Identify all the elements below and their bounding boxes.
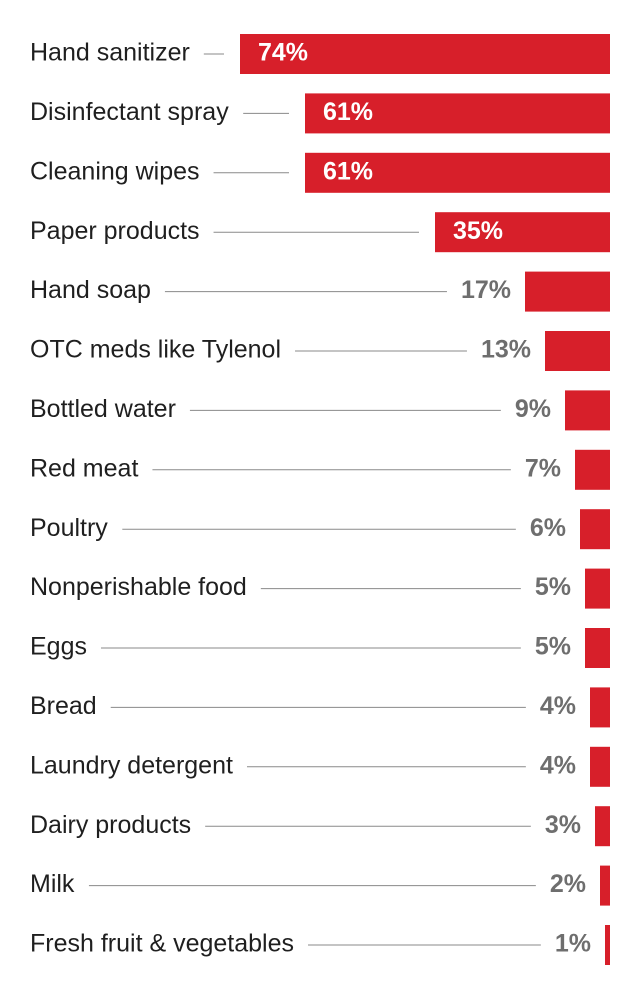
bar-row: Bottled water 9% xyxy=(30,390,610,431)
category-label: Hand sanitizer xyxy=(30,39,190,67)
bar xyxy=(605,925,610,965)
bar-row: Fresh fruit & vegetables 1% xyxy=(30,925,610,965)
value-label: 13% xyxy=(481,336,531,364)
category-label: Eggs xyxy=(30,633,87,661)
bar xyxy=(305,152,610,193)
bar xyxy=(525,271,610,312)
value-label: 2% xyxy=(550,870,586,898)
value-label: 1% xyxy=(555,930,591,958)
bar-row: OTC meds like Tylenol 13% xyxy=(30,331,610,371)
bar-row: Disinfectant spray 61% xyxy=(30,93,610,134)
bar xyxy=(435,212,610,253)
category-label: Bottled water xyxy=(30,395,176,423)
bar-row: Cleaning wipes 61% xyxy=(30,152,610,193)
bar-row: Bread 4% xyxy=(30,687,610,728)
category-label: Milk xyxy=(30,870,75,898)
bar xyxy=(305,93,610,134)
category-label: OTC meds like Tylenol xyxy=(30,336,281,364)
category-label: Poultry xyxy=(30,514,108,542)
value-label: 4% xyxy=(540,692,576,720)
bar-row: Milk 2% xyxy=(30,865,610,906)
bar-row: Hand sanitizer 74% xyxy=(30,34,610,74)
bar xyxy=(585,628,610,668)
category-label: Dairy products xyxy=(30,811,191,839)
category-label: Bread xyxy=(30,692,97,720)
bar-row: Eggs 5% xyxy=(30,628,610,668)
bar xyxy=(600,865,610,906)
value-label: 5% xyxy=(535,573,571,601)
value-label: 17% xyxy=(461,276,511,304)
bar xyxy=(580,509,610,550)
value-label: 5% xyxy=(535,633,571,661)
bar-row: Laundry detergent 4% xyxy=(30,746,610,787)
value-label: 6% xyxy=(530,514,566,542)
value-label: 61% xyxy=(323,98,373,126)
bar-row: Dairy products 3% xyxy=(30,806,610,847)
bar xyxy=(590,746,610,787)
bar xyxy=(575,449,610,490)
category-label: Paper products xyxy=(30,217,200,245)
bar-row: Nonperishable food 5% xyxy=(30,568,610,609)
bar xyxy=(565,390,610,431)
value-label: 74% xyxy=(258,39,308,67)
category-label: Red meat xyxy=(30,454,138,482)
bar xyxy=(240,34,610,74)
category-label: Hand soap xyxy=(30,276,151,304)
bar xyxy=(585,568,610,609)
category-label: Laundry detergent xyxy=(30,751,233,779)
bar xyxy=(590,687,610,728)
category-label: Cleaning wipes xyxy=(30,157,200,185)
value-label: 3% xyxy=(545,811,581,839)
bar-row: Poultry 6% xyxy=(30,509,610,550)
bar xyxy=(545,331,610,371)
bar xyxy=(595,806,610,847)
value-label: 61% xyxy=(323,157,373,185)
value-label: 9% xyxy=(515,395,551,423)
value-label: 35% xyxy=(453,217,503,245)
category-label: Nonperishable food xyxy=(30,573,247,601)
value-label: 4% xyxy=(540,751,576,779)
bar-row: Red meat 7% xyxy=(30,449,610,490)
bar-row: Paper products 35% xyxy=(30,212,610,253)
category-label: Disinfectant spray xyxy=(30,98,229,126)
category-label: Fresh fruit & vegetables xyxy=(30,930,294,958)
bar-row: Hand soap 17% xyxy=(30,271,610,312)
value-label: 7% xyxy=(525,454,561,482)
